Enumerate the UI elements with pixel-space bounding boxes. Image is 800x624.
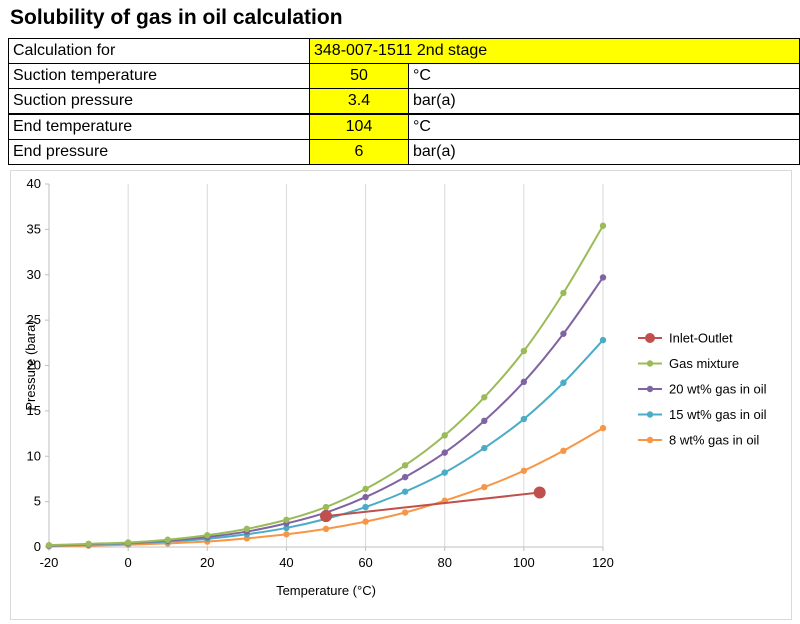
point-20-wt-gas-in-oil	[441, 449, 448, 456]
end-pressure-value-cell[interactable]: 6	[309, 139, 409, 165]
y-tick-label: 5	[34, 494, 41, 509]
point-15-wt-gas-in-oil	[283, 524, 290, 532]
point-20-wt-gas-in-oil	[362, 493, 369, 501]
legend-label-20-wt-gas-in-oil: 20 wt% gas in oil	[669, 382, 767, 397]
chart-legend: Inlet-Outlet Gas mixture 20 wt% gas in oil…	[638, 331, 767, 448]
point-20-wt-gas-in-oil	[599, 274, 607, 281]
point-15-wt-gas-in-oil	[441, 469, 448, 476]
suction-pressure-row: Suction pressure 3.4 bar(a)	[8, 88, 800, 115]
suction-pressure-value-cell[interactable]: 3.4	[309, 88, 409, 115]
point-20-wt-gas-in-oil	[560, 330, 567, 337]
x-axis-label: Temperature (°C)	[276, 583, 376, 598]
y-tick-label: 30	[27, 267, 41, 282]
point-inlet-outlet	[320, 510, 332, 523]
point-gas-mixture	[322, 503, 330, 511]
suction-temperature-label: Suction temperature	[8, 63, 310, 89]
end-temperature-label: End temperature	[8, 113, 310, 140]
y-tick-label: 10	[27, 448, 41, 463]
series-line-inlet-outlet	[325, 491, 540, 518]
suction-pressure-unit: bar(a)	[408, 88, 800, 115]
chart-series	[45, 222, 607, 550]
suction-temperature-row: Suction temperature 50 °C	[8, 63, 800, 89]
point-gas-mixture	[45, 541, 53, 549]
legend-marker-20-wt-gas-in-oil	[646, 385, 654, 393]
point-15-wt-gas-in-oil	[401, 488, 409, 495]
y-axis-label: Pressure (bara)	[23, 320, 38, 410]
point-20-wt-gas-in-oil	[401, 473, 409, 481]
point-gas-mixture	[204, 532, 211, 539]
calc-for-value-cell[interactable]: 348-007-1511 2nd stage	[309, 38, 800, 64]
point-15-wt-gas-in-oil	[520, 415, 528, 423]
point-gas-mixture	[481, 394, 488, 401]
point-gas-mixture	[401, 462, 409, 469]
point-15-wt-gas-in-oil	[599, 336, 607, 344]
calc-for-label: Calculation for	[8, 38, 310, 64]
legend-label-inlet-outlet: Inlet-Outlet	[669, 331, 733, 346]
point-gas-mixture	[599, 222, 607, 229]
end-temperature-value-cell[interactable]: 104	[309, 113, 409, 140]
point-8-wt-gas-in-oil	[362, 518, 369, 525]
x-tick-label: 100	[513, 555, 535, 570]
point-8-wt-gas-in-oil	[283, 531, 290, 538]
x-tick-label: -20	[40, 555, 59, 570]
x-tick-label: 80	[437, 555, 451, 570]
point-8-wt-gas-in-oil	[401, 509, 409, 516]
point-gas-mixture	[283, 516, 290, 523]
x-tick-label: 120	[592, 555, 614, 570]
end-pressure-row: End pressure 6 bar(a)	[8, 139, 800, 165]
chart-area[interactable]: 0 5 10 15 20 25 30 35 40 -20 0 20 40 60 80 100 120 Inlet…	[10, 170, 792, 620]
point-15-wt-gas-in-oil	[560, 379, 567, 386]
chart-grid	[127, 184, 604, 547]
y-tick-label: 15	[27, 403, 41, 418]
legend-marker-15-wt-gas-in-oil	[646, 411, 654, 418]
point-8-wt-gas-in-oil	[520, 467, 528, 474]
sheet-title: Solubility of gas in oil calculation	[10, 6, 343, 29]
legend-marker-8-wt-gas-in-oil	[646, 436, 654, 444]
y-tick-label: 40	[27, 176, 41, 191]
point-gas-mixture	[124, 539, 132, 546]
y-tick-label: 20	[27, 358, 41, 373]
suction-temperature-value-cell[interactable]: 50	[309, 63, 409, 89]
point-gas-mixture	[85, 540, 92, 548]
point-15-wt-gas-in-oil	[481, 444, 488, 452]
point-20-wt-gas-in-oil	[520, 378, 528, 386]
legend-marker-gas-mixture	[646, 360, 654, 367]
y-tick-label: 0	[34, 539, 41, 554]
end-pressure-label: End pressure	[8, 139, 310, 165]
legend-label-gas-mixture: Gas mixture	[669, 356, 739, 371]
x-tick-label: 20	[200, 555, 214, 570]
point-gas-mixture	[164, 536, 171, 543]
point-15-wt-gas-in-oil	[362, 503, 369, 511]
suction-temperature-unit: °C	[408, 63, 800, 89]
x-tick-label: 60	[358, 555, 372, 570]
legend-marker-inlet-outlet	[645, 333, 655, 343]
y-tick-label: 35	[27, 221, 41, 236]
point-20-wt-gas-in-oil	[481, 417, 488, 425]
legend-label-8-wt-gas-in-oil: 8 wt% gas in oil	[669, 433, 759, 448]
end-temperature-row: End temperature 104 °C	[8, 113, 800, 140]
end-temperature-unit: °C	[408, 113, 800, 140]
point-8-wt-gas-in-oil	[599, 424, 607, 432]
point-inlet-outlet	[533, 486, 546, 499]
x-tick-label: 40	[279, 555, 293, 570]
parameters-table: Calculation for 348-007-1511 2nd stage S…	[8, 38, 800, 165]
y-tick-label: 25	[27, 312, 41, 327]
calc-for-row: Calculation for 348-007-1511 2nd stage	[8, 38, 800, 64]
legend-label-15-wt-gas-in-oil: 15 wt% gas in oil	[669, 407, 767, 422]
point-gas-mixture	[243, 525, 251, 533]
point-8-wt-gas-in-oil	[481, 483, 488, 491]
suction-pressure-label: Suction pressure	[8, 88, 310, 115]
point-gas-mixture	[520, 347, 528, 355]
point-gas-mixture	[560, 289, 567, 297]
point-gas-mixture	[362, 485, 369, 493]
end-pressure-unit: bar(a)	[408, 139, 800, 165]
point-8-wt-gas-in-oil	[560, 447, 567, 455]
point-8-wt-gas-in-oil	[322, 525, 330, 533]
point-gas-mixture	[441, 432, 448, 439]
x-tick-label: 0	[125, 555, 132, 570]
